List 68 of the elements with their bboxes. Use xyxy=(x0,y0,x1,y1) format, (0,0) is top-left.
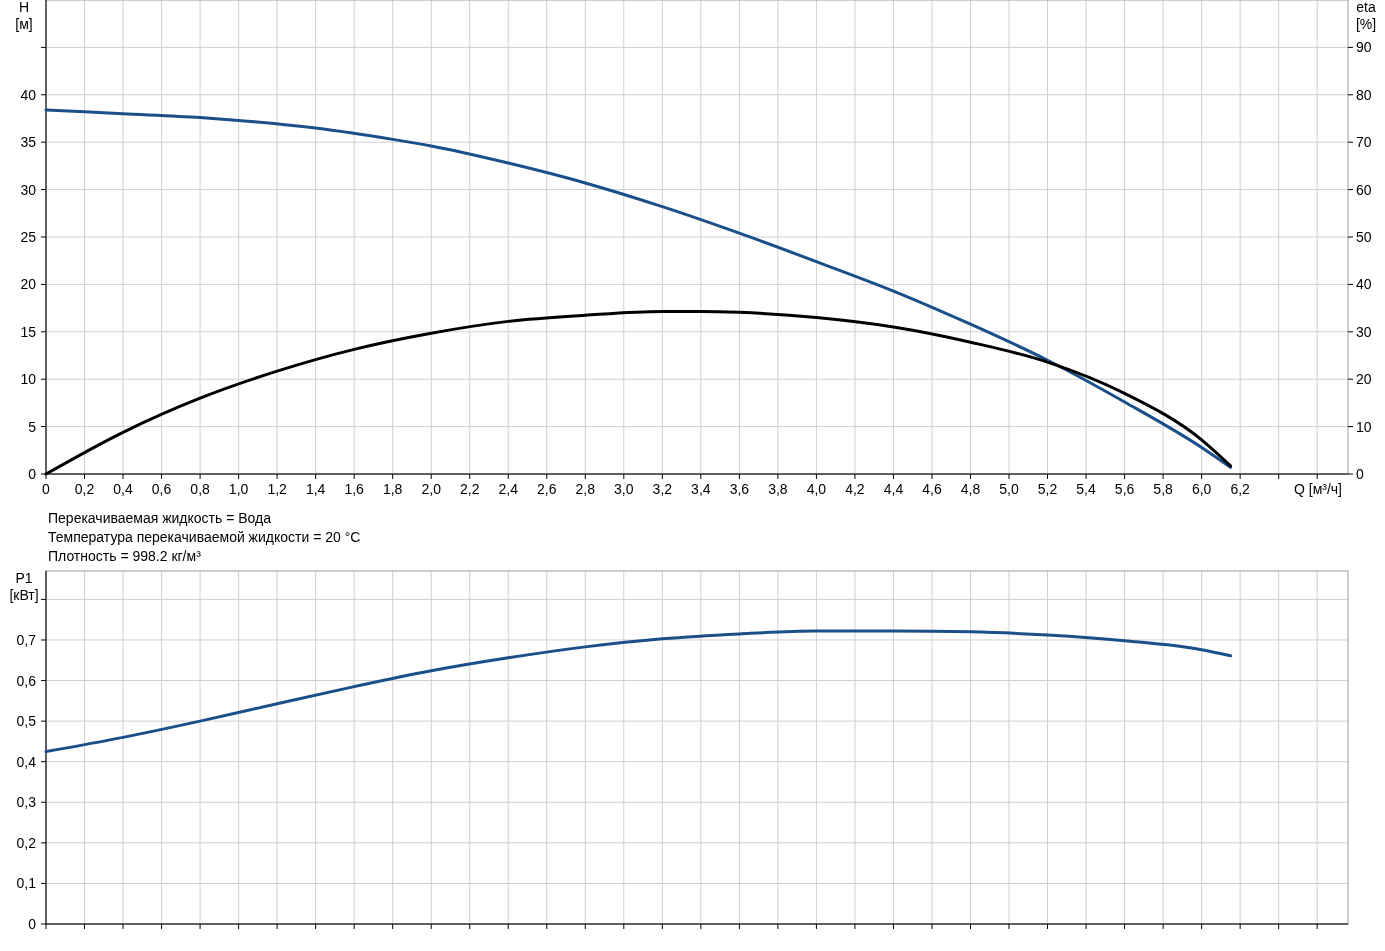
text: Температура перекачиваемой жидкости = 20 °C xyxy=(48,529,361,545)
x-tick-label: 0,4 xyxy=(113,481,133,497)
y-axis-title: H [м] xyxy=(15,0,33,32)
y2-axis-title: eta [%] xyxy=(1355,0,1377,32)
line-series xyxy=(44,629,1233,754)
x-tick-label: 4,0 xyxy=(806,481,827,497)
line-series xyxy=(44,108,1233,469)
x-tick-label: 0,8 xyxy=(190,481,211,497)
x-tick-label: 1,2 xyxy=(267,481,288,497)
y2-tick-label: 0 xyxy=(1356,466,1364,482)
x-tick-label: 1,0 xyxy=(228,481,249,497)
y-tick-label: 0 xyxy=(28,916,37,932)
x-tick-label: 2,8 xyxy=(575,481,596,497)
y2-tick-label: 90 xyxy=(1356,39,1372,56)
x-tick-label: 0,2 xyxy=(74,481,95,497)
text: Перекачиваемая жидкость = Вода xyxy=(48,510,272,526)
x-tick-label: 4,2 xyxy=(845,481,865,497)
text: Плотность = 998.2 кг/м³ xyxy=(48,548,202,564)
x-tick-label: 2,0 xyxy=(421,481,442,497)
x-tick-label: 5,2 xyxy=(1037,481,1058,497)
x-tick-label: 1,4 xyxy=(305,481,326,497)
y-axis-title: P1 [кВт] xyxy=(9,570,39,603)
x-tick-label: 3,0 xyxy=(614,481,634,497)
y2-tick-label: 50 xyxy=(1356,229,1372,245)
x-tick-label: 3,2 xyxy=(652,481,673,497)
x-tick-label: 0,6 xyxy=(151,481,172,497)
x-tick-label: 4,4 xyxy=(883,481,904,497)
y-tick-label: 10 xyxy=(20,371,37,388)
y-tick-label: 40 xyxy=(20,86,37,103)
y2-tick-label: 30 xyxy=(1356,323,1372,340)
y-tick-label: 5 xyxy=(28,418,37,435)
y-tick-label: 30 xyxy=(20,181,37,198)
y2-tick-label: 20 xyxy=(1356,371,1372,388)
x-tick-label: 3,6 xyxy=(729,481,750,497)
y2-tick-label: 40 xyxy=(1356,276,1372,293)
y-tick-label: 0,2 xyxy=(16,834,37,851)
y-tick-label: 25 xyxy=(20,229,37,245)
x-tick-label: 2,4 xyxy=(498,481,519,497)
y-tick-label: 0 xyxy=(28,466,37,482)
y-tick-label: 0,6 xyxy=(16,672,37,689)
x-tick-label: 3,4 xyxy=(691,481,711,497)
x-tick-label: 1,6 xyxy=(344,481,365,497)
x-tick-label: 5,4 xyxy=(1076,481,1096,497)
x-tick-label: 5,0 xyxy=(999,481,1019,497)
y2-tick-label: 80 xyxy=(1356,86,1372,103)
y-tick-label: 0,7 xyxy=(16,631,37,648)
x-tick-label: 6,0 xyxy=(1191,481,1212,497)
y-tick-label: 0,1 xyxy=(16,875,37,892)
y-tick-label: 15 xyxy=(20,323,37,340)
y-tick-label: 35 xyxy=(20,134,37,151)
y2-tick-label: 60 xyxy=(1356,181,1372,198)
y-tick-label: 20 xyxy=(20,276,37,293)
x-tick-label: 1,8 xyxy=(382,481,403,497)
x-tick-label: 5,8 xyxy=(1153,481,1174,497)
x-tick-label: 4,8 xyxy=(960,481,981,497)
x-axis-title: Q [м³/ч] xyxy=(1293,481,1342,497)
y2-tick-label: 70 xyxy=(1356,134,1372,151)
x-tick-label: 2,6 xyxy=(537,481,557,497)
x-tick-label: 4,6 xyxy=(922,481,942,497)
x-tick-label: 6,2 xyxy=(1230,481,1251,497)
x-tick-label: 5,6 xyxy=(1114,481,1135,497)
y-tick-label: 0,3 xyxy=(16,794,37,811)
y2-tick-label: 10 xyxy=(1356,418,1372,435)
x-tick-label: 0 xyxy=(42,481,51,497)
y-tick-label: 0,4 xyxy=(16,753,37,770)
x-tick-label: 3,8 xyxy=(768,481,788,497)
x-tick-label: 2,2 xyxy=(459,481,480,497)
y-tick-label: 0,5 xyxy=(16,713,37,730)
